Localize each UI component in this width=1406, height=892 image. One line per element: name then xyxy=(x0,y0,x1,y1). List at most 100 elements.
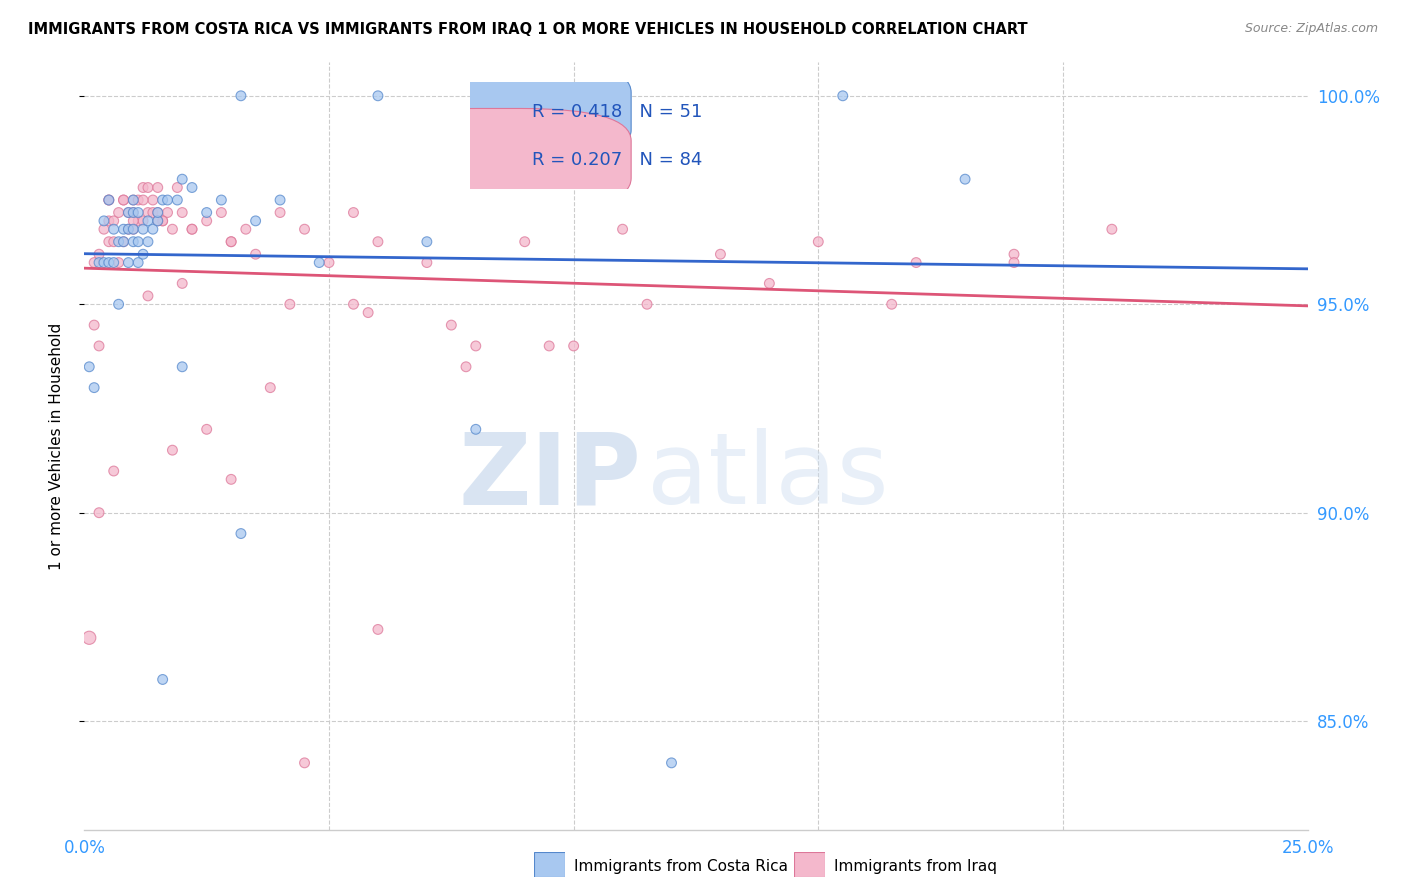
Point xyxy=(136,235,159,249)
Point xyxy=(172,277,194,291)
Text: Immigrants from Costa Rica: Immigrants from Costa Rica xyxy=(574,859,787,873)
Point xyxy=(181,222,204,236)
Point xyxy=(97,193,120,207)
Point xyxy=(278,297,301,311)
Point xyxy=(416,255,439,269)
Point xyxy=(103,464,125,478)
Point xyxy=(103,222,125,236)
Point xyxy=(181,222,204,236)
Point xyxy=(259,381,281,395)
Point xyxy=(83,318,105,332)
Point xyxy=(229,526,252,541)
Point xyxy=(122,193,145,207)
Text: Immigrants from Iraq: Immigrants from Iraq xyxy=(834,859,997,873)
Point xyxy=(209,193,232,207)
Point xyxy=(112,193,135,207)
Point xyxy=(538,339,561,353)
Point xyxy=(107,235,129,249)
Point xyxy=(107,297,129,311)
Point xyxy=(87,506,110,520)
Point xyxy=(269,193,291,207)
Point xyxy=(195,214,218,228)
Point xyxy=(93,255,115,269)
Point xyxy=(132,214,155,228)
Point xyxy=(97,193,120,207)
Point xyxy=(93,222,115,236)
Point xyxy=(612,88,634,103)
Point xyxy=(132,247,155,261)
Point xyxy=(166,193,188,207)
Point xyxy=(229,88,252,103)
Point xyxy=(146,205,169,219)
Point xyxy=(172,172,194,186)
Point xyxy=(152,214,174,228)
Point xyxy=(357,305,380,319)
Point xyxy=(97,255,120,269)
Point xyxy=(132,222,155,236)
Point xyxy=(136,214,159,228)
Point xyxy=(87,247,110,261)
Point xyxy=(112,235,135,249)
Point xyxy=(367,235,389,249)
Point xyxy=(294,222,316,236)
Point xyxy=(245,214,267,228)
Point xyxy=(93,214,115,228)
Point xyxy=(152,193,174,207)
Point xyxy=(342,297,364,311)
Point xyxy=(122,193,145,207)
Point xyxy=(464,339,486,353)
Point xyxy=(117,255,139,269)
Point xyxy=(219,235,242,249)
Point xyxy=(136,180,159,194)
Text: IMMIGRANTS FROM COSTA RICA VS IMMIGRANTS FROM IRAQ 1 OR MORE VEHICLES IN HOUSEHO: IMMIGRANTS FROM COSTA RICA VS IMMIGRANTS… xyxy=(28,22,1028,37)
Point xyxy=(454,359,477,374)
Point xyxy=(103,214,125,228)
Point xyxy=(269,205,291,219)
Point xyxy=(83,381,105,395)
Point xyxy=(77,359,100,374)
Point xyxy=(97,214,120,228)
Point xyxy=(142,222,165,236)
Point xyxy=(636,297,658,311)
Point xyxy=(209,205,232,219)
Point xyxy=(107,255,129,269)
Point xyxy=(464,422,486,436)
Point xyxy=(1101,222,1123,236)
Point xyxy=(152,214,174,228)
Point xyxy=(136,205,159,219)
Point xyxy=(142,205,165,219)
Point xyxy=(905,255,928,269)
Point xyxy=(162,443,184,458)
Point xyxy=(219,472,242,486)
Point xyxy=(162,222,184,236)
Point xyxy=(661,756,683,770)
Point xyxy=(122,235,145,249)
Point xyxy=(612,222,634,236)
Point xyxy=(245,247,267,261)
Point xyxy=(562,339,585,353)
Point xyxy=(156,205,179,219)
Point xyxy=(1002,247,1025,261)
Point xyxy=(117,205,139,219)
Point xyxy=(117,205,139,219)
Point xyxy=(87,255,110,269)
Text: atlas: atlas xyxy=(647,428,889,525)
Point xyxy=(440,318,463,332)
Point xyxy=(103,255,125,269)
Point xyxy=(152,673,174,687)
Point xyxy=(880,297,903,311)
Point xyxy=(112,235,135,249)
Point xyxy=(146,205,169,219)
Point xyxy=(146,214,169,228)
Point xyxy=(122,205,145,219)
Point xyxy=(122,222,145,236)
Point xyxy=(127,214,149,228)
Point xyxy=(181,180,204,194)
Point xyxy=(953,172,976,186)
Point xyxy=(136,289,159,303)
Point xyxy=(308,255,330,269)
Point xyxy=(127,235,149,249)
Point xyxy=(83,255,105,269)
Point xyxy=(166,180,188,194)
Point xyxy=(112,222,135,236)
